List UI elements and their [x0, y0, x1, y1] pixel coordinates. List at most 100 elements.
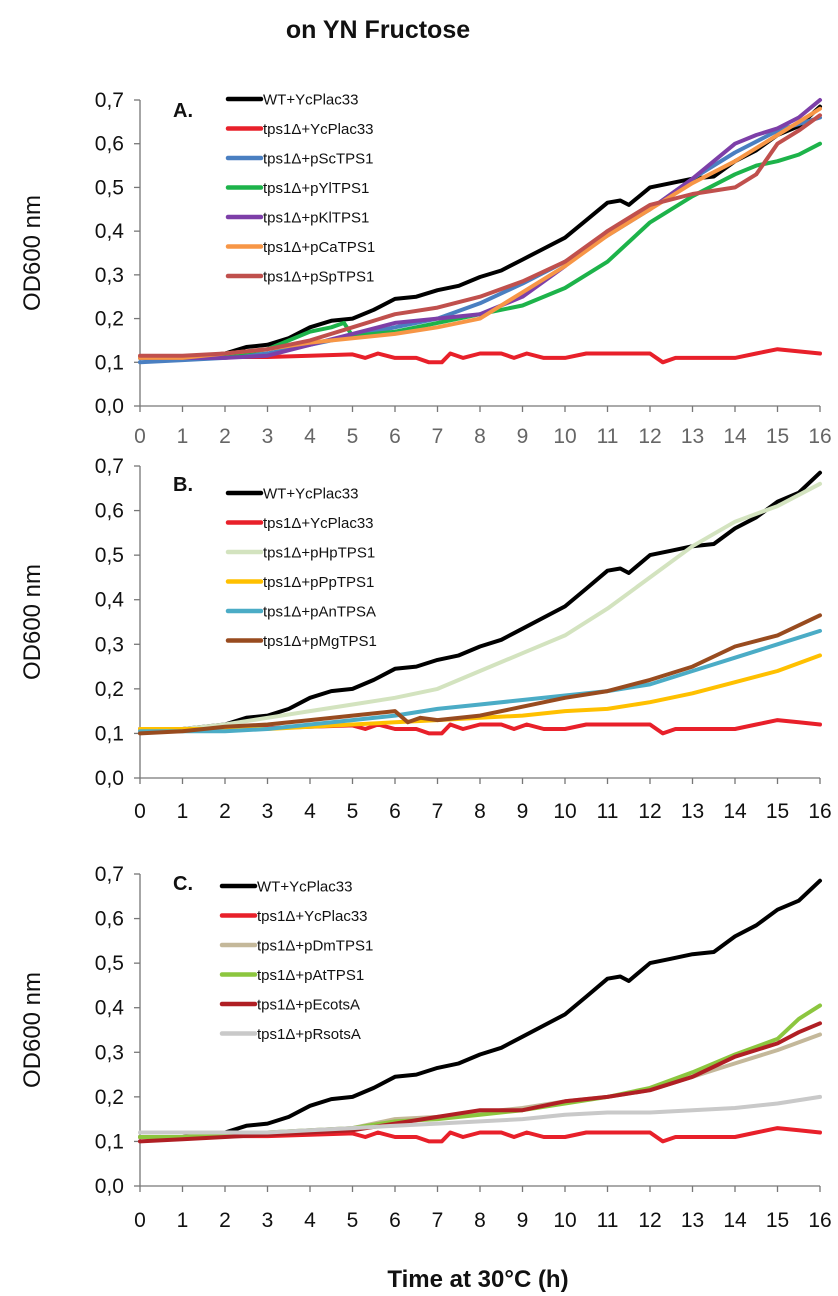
y-tick-label: 0,6 — [95, 500, 124, 523]
x-tick-label: 6 — [389, 800, 401, 823]
x-tick-label: 5 — [347, 425, 359, 448]
panel-letter: C. — [173, 873, 193, 895]
legend-label: tps1Δ+pYlTPS1 — [263, 180, 369, 197]
legend-label: tps1Δ+pCaTPS1 — [263, 239, 375, 256]
legend-label: tps1Δ+pAnTPSA — [263, 604, 376, 621]
y-tick-label: 0,4 — [95, 997, 125, 1020]
x-tick-label: 0 — [134, 800, 146, 823]
x-tick-label: 9 — [517, 1209, 529, 1232]
legend-label: tps1Δ+YcPlac33 — [263, 121, 374, 138]
y-axis-label: OD600 nm — [19, 972, 46, 1088]
y-tick-label: 0,7 — [95, 455, 124, 478]
x-tick-label: 3 — [262, 800, 274, 823]
x-tick-label: 7 — [432, 800, 444, 823]
legend-label: WT+YcPlac33 — [263, 486, 358, 503]
y-tick-label: 0,3 — [95, 264, 124, 287]
x-tick-label: 15 — [766, 800, 789, 823]
y-tick-label: 0,4 — [95, 220, 125, 243]
series-line — [138, 347, 822, 365]
y-tick-label: 0,4 — [95, 589, 125, 612]
x-tick-label: 15 — [766, 425, 789, 448]
x-tick-label: 6 — [389, 425, 401, 448]
series-line — [138, 115, 822, 365]
series-line — [138, 718, 822, 736]
y-tick-label: 0,0 — [95, 1175, 124, 1198]
x-axis-label: Time at 30°C (h) — [387, 1266, 568, 1293]
series-line — [138, 106, 822, 360]
y-axis-label: OD600 nm — [19, 195, 46, 311]
x-tick-label: 12 — [638, 425, 661, 448]
panels-group: 0,00,10,20,30,40,50,60,70 1 2 3 4 5 6 7 8 9 10 11 12… — [19, 89, 832, 1232]
x-tick-label: 16 — [808, 1209, 831, 1232]
y-tick-label: 0,5 — [95, 176, 124, 199]
x-tick-label: 3 — [262, 1209, 274, 1232]
x-tick-label: 11 — [597, 800, 619, 823]
chart-panel-c: 0,00,10,20,30,40,50,60,70 1 2 3 4 5 6 7 8 9 10 11 12… — [19, 863, 832, 1232]
x-tick-label: 6 — [389, 1209, 401, 1232]
x-tick-label: 4 — [304, 425, 316, 448]
x-tick-label: 14 — [723, 800, 747, 823]
x-tick-label: 9 — [517, 800, 529, 823]
series-line — [138, 113, 822, 358]
legend: WT+YcPlac33 tps1Δ+YcPlac33 tps1Δ+pDmTPS1 tp… — [219, 879, 373, 1043]
panel-letter: A. — [173, 100, 193, 122]
y-tick-label: 0,5 — [95, 544, 124, 567]
x-tick-label: 11 — [597, 425, 619, 448]
legend-label: tps1Δ+pMgTPS1 — [263, 633, 377, 650]
x-tick-label: 15 — [766, 1209, 789, 1232]
legend-label: tps1Δ+pPpTPS1 — [263, 574, 374, 591]
legend-label: tps1Δ+pAtTPS1 — [257, 967, 364, 984]
x-tick-label: 0 — [134, 425, 146, 448]
y-tick-label: 0,2 — [95, 678, 124, 701]
x-tick-label: 16 — [808, 425, 831, 448]
x-tick-label: 12 — [638, 1209, 661, 1232]
x-tick-label: 5 — [347, 1209, 359, 1232]
y-tick-label: 0,7 — [95, 89, 124, 112]
x-tick-label: 8 — [474, 1209, 486, 1232]
y-tick-label: 0,2 — [95, 1086, 124, 1109]
x-tick-label: 12 — [638, 800, 661, 823]
x-tick-label: 14 — [723, 425, 747, 448]
x-tick-label: 1 — [177, 425, 189, 448]
legend-label: tps1Δ+pHpTPS1 — [263, 545, 375, 562]
series-line — [138, 1003, 822, 1139]
series-line — [138, 470, 822, 731]
panel-letter: B. — [173, 474, 193, 496]
x-tick-label: 10 — [553, 800, 576, 823]
legend-label: tps1Δ+pRsotsA — [257, 1026, 361, 1043]
legend: WT+YcPlac33 tps1Δ+YcPlac33 tps1Δ+pHpTPS1 tp… — [225, 486, 377, 650]
legend-label: tps1Δ+pDmTPS1 — [257, 938, 373, 955]
y-tick-label: 0,0 — [95, 767, 124, 790]
series-line — [138, 628, 822, 734]
series-line — [138, 1126, 822, 1144]
x-tick-label: 5 — [347, 800, 359, 823]
x-tick-label: 8 — [474, 800, 486, 823]
x-tick-label: 2 — [219, 425, 231, 448]
series-line — [138, 104, 822, 360]
x-tick-label: 2 — [219, 800, 231, 823]
x-tick-label: 0 — [134, 1209, 146, 1232]
chart-panel-a: 0,00,10,20,30,40,50,60,70 1 2 3 4 5 6 7 8 9 10 11 12… — [19, 89, 832, 448]
x-tick-label: 1 — [177, 1209, 189, 1232]
chart-panel-b: 0,00,10,20,30,40,50,60,70 1 2 3 4 5 6 7 8 9 10 11 12… — [19, 455, 832, 823]
y-tick-label: 0,6 — [95, 133, 124, 156]
x-tick-label: 16 — [808, 800, 831, 823]
legend-label: tps1Δ+pScTPS1 — [263, 151, 374, 168]
legend-label: tps1Δ+pKlTPS1 — [263, 210, 369, 227]
x-tick-label: 9 — [517, 425, 529, 448]
y-axis-label: OD600 nm — [19, 564, 46, 680]
series-line — [138, 878, 822, 1139]
x-tick-label: 4 — [304, 1209, 316, 1232]
x-tick-label: 10 — [553, 425, 576, 448]
y-tick-label: 0,0 — [95, 395, 124, 418]
series-line — [138, 1094, 822, 1135]
x-tick-label: 13 — [681, 425, 704, 448]
y-tick-label: 0,3 — [95, 1041, 124, 1064]
x-tick-label: 3 — [262, 425, 274, 448]
legend-label: tps1Δ+pEcotsA — [257, 997, 360, 1014]
x-tick-label: 11 — [597, 1209, 619, 1232]
legend-label: WT+YcPlac33 — [263, 92, 358, 109]
series-line — [138, 98, 822, 360]
x-tick-label: 14 — [723, 1209, 747, 1232]
